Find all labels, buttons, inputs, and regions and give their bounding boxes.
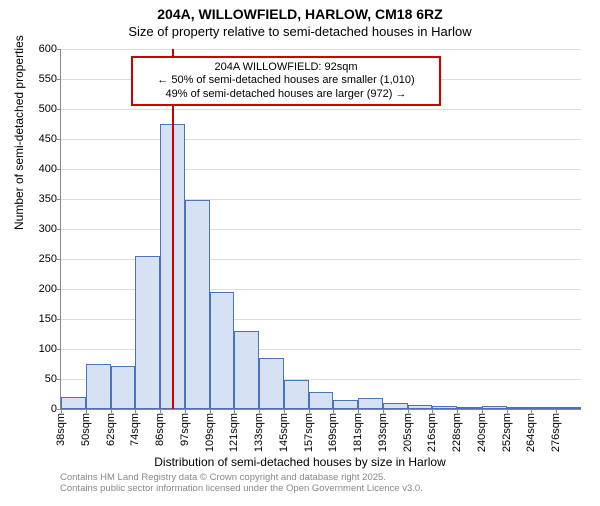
x-tick-label: 38sqm: [55, 413, 67, 446]
y-tick-mark: [57, 289, 61, 290]
x-tick-label: 97sqm: [179, 413, 191, 446]
y-tick-mark: [57, 379, 61, 380]
histogram-bar: [210, 292, 235, 409]
y-tick-mark: [57, 169, 61, 170]
y-tick-label: 600: [17, 43, 57, 55]
attribution-footer: Contains HM Land Registry data © Crown c…: [60, 473, 423, 495]
x-tick-label: 193sqm: [377, 413, 389, 452]
chart-title: 204A, WILLOWFIELD, HARLOW, CM18 6RZ Size…: [0, 6, 600, 39]
annotation-line: ← 50% of semi-detached houses are smalle…: [137, 74, 435, 87]
annotation-line: 204A WILLOWFIELD: 92sqm: [137, 61, 435, 74]
histogram-bar: [531, 407, 556, 409]
x-tick-label: 252sqm: [501, 413, 513, 452]
x-axis-label: Distribution of semi-detached houses by …: [0, 455, 600, 469]
plot-region: 05010015020025030035040045050055060038sq…: [60, 49, 581, 410]
y-tick-mark: [57, 139, 61, 140]
x-tick-label: 121sqm: [228, 413, 240, 452]
gridline: [61, 169, 581, 170]
annotation-box: 204A WILLOWFIELD: 92sqm← 50% of semi-det…: [131, 56, 441, 106]
histogram-bar: [284, 380, 309, 409]
annotation-line: 49% of semi-detached houses are larger (…: [137, 88, 435, 101]
x-tick-label: 74sqm: [129, 413, 141, 446]
x-tick-label: 240sqm: [476, 413, 488, 452]
histogram-bar: [234, 331, 259, 409]
histogram-bar: [482, 406, 507, 409]
x-tick-label: 181sqm: [352, 413, 364, 452]
y-tick-mark: [57, 259, 61, 260]
gridline: [61, 199, 581, 200]
histogram-bar: [111, 366, 136, 409]
gridline: [61, 109, 581, 110]
y-tick-label: 400: [17, 163, 57, 175]
y-tick-label: 0: [17, 403, 57, 415]
y-tick-label: 100: [17, 343, 57, 355]
gridline: [61, 139, 581, 140]
title-line-2: Size of property relative to semi-detach…: [0, 24, 600, 39]
histogram-bar: [432, 406, 457, 409]
histogram-bar: [61, 397, 86, 409]
histogram-bar: [383, 403, 408, 409]
x-tick-label: 169sqm: [327, 413, 339, 452]
gridline: [61, 229, 581, 230]
histogram-bar: [408, 405, 433, 409]
histogram-bar: [556, 407, 581, 409]
y-tick-label: 450: [17, 133, 57, 145]
x-tick-label: 276sqm: [550, 413, 562, 452]
histogram-bar: [185, 200, 210, 409]
y-tick-label: 50: [17, 373, 57, 385]
x-tick-label: 264sqm: [525, 413, 537, 452]
x-tick-label: 62sqm: [105, 413, 117, 446]
histogram-chart: 05010015020025030035040045050055060038sq…: [60, 49, 580, 409]
y-tick-mark: [57, 229, 61, 230]
x-tick-label: 205sqm: [402, 413, 414, 452]
y-tick-mark: [57, 109, 61, 110]
y-tick-mark: [57, 349, 61, 350]
y-tick-label: 300: [17, 223, 57, 235]
x-tick-label: 228sqm: [451, 413, 463, 452]
y-tick-label: 250: [17, 253, 57, 265]
y-tick-label: 550: [17, 73, 57, 85]
title-line-1: 204A, WILLOWFIELD, HARLOW, CM18 6RZ: [0, 6, 600, 22]
histogram-bar: [86, 364, 111, 409]
x-tick-label: 50sqm: [80, 413, 92, 446]
x-tick-label: 157sqm: [303, 413, 315, 452]
footer-line-2: Contains public sector information licen…: [60, 484, 423, 495]
histogram-bar: [135, 256, 160, 409]
x-tick-label: 86sqm: [154, 413, 166, 446]
histogram-bar: [507, 407, 532, 409]
histogram-bar: [259, 358, 284, 409]
gridline: [61, 49, 581, 50]
x-tick-label: 145sqm: [278, 413, 290, 452]
histogram-bar: [457, 407, 482, 409]
y-tick-label: 350: [17, 193, 57, 205]
histogram-bar: [309, 392, 334, 409]
x-tick-label: 216sqm: [426, 413, 438, 452]
y-tick-label: 200: [17, 283, 57, 295]
y-tick-mark: [57, 319, 61, 320]
x-tick-label: 133sqm: [253, 413, 265, 452]
histogram-bar: [358, 398, 383, 409]
histogram-bar: [333, 400, 358, 409]
y-tick-mark: [57, 79, 61, 80]
y-tick-label: 500: [17, 103, 57, 115]
y-tick-mark: [57, 49, 61, 50]
y-tick-mark: [57, 199, 61, 200]
x-tick-label: 109sqm: [204, 413, 216, 452]
y-tick-label: 150: [17, 313, 57, 325]
